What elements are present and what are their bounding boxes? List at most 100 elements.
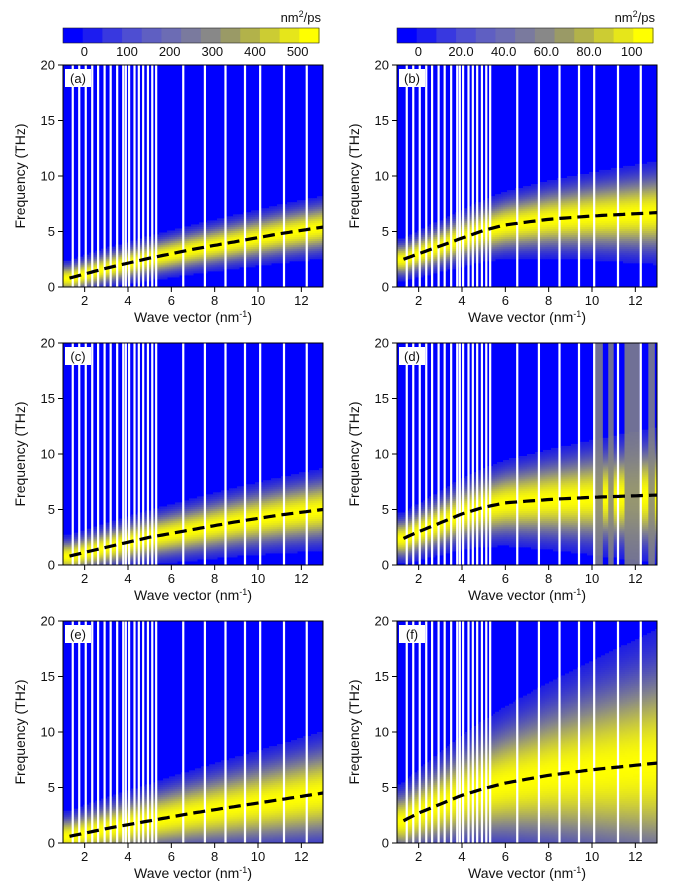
heatmap-cell [303, 252, 306, 256]
heatmap-cell [219, 246, 222, 250]
heatmap-cell [219, 226, 222, 229]
heatmap-cell [111, 258, 114, 262]
heatmap-cell [453, 252, 456, 256]
heatmap-cell [509, 254, 512, 258]
heatmap-cell [415, 262, 418, 266]
heatmap-cell [271, 244, 274, 248]
heatmap-cell [249, 220, 252, 223]
colorbar-segment [220, 28, 241, 43]
heatmap-cell [217, 230, 220, 234]
heatmap-cell [313, 248, 316, 252]
heatmap-cell [493, 254, 496, 258]
heatmap-cell [493, 218, 496, 221]
heatmap-cell [291, 232, 294, 236]
heatmap-cell [163, 274, 166, 278]
heatmap-cell [207, 236, 210, 240]
heatmap-cell [231, 246, 234, 250]
heatmap-cell [269, 256, 272, 260]
heatmap-cell [511, 254, 514, 258]
heatmap-cell [441, 248, 444, 252]
heatmap-cell [499, 206, 502, 209]
heatmap-cell [261, 216, 264, 219]
heatmap-cell [285, 212, 288, 215]
heatmap-cell [293, 246, 296, 250]
heatmap-cell [435, 262, 438, 266]
heatmap-cell [145, 262, 148, 266]
heatmap-cell [463, 208, 466, 211]
heatmap-cell [275, 254, 278, 258]
heatmap-cell [153, 244, 156, 248]
heatmap-cell [99, 256, 102, 260]
heatmap-cell [207, 254, 210, 258]
colorbar-segment [200, 28, 222, 43]
heatmap-cell [269, 250, 272, 254]
heatmap-cell [99, 280, 102, 284]
heatmap-cell [445, 224, 448, 227]
heatmap-cell [175, 262, 178, 266]
heatmap-cell [447, 264, 450, 268]
heatmap-cell [417, 270, 420, 274]
heatmap-cell [519, 206, 522, 209]
heatmap-cell [209, 250, 212, 254]
heatmap-cell [199, 266, 202, 270]
heatmap-cell [175, 254, 178, 258]
heatmap-cell [201, 252, 204, 256]
heatmap-cell [189, 240, 192, 244]
heatmap-cell [215, 240, 218, 244]
heatmap-cell [303, 244, 306, 248]
heatmap-cell [281, 260, 284, 264]
heatmap-cell [503, 240, 506, 244]
heatmap-cell [399, 246, 402, 250]
heatmap-cell [261, 254, 264, 258]
heatmap [63, 65, 323, 287]
heatmap-cell [441, 250, 444, 254]
heatmap-cell [265, 252, 268, 256]
heatmap-cell [187, 270, 190, 274]
heatmap-cell [397, 266, 400, 270]
heatmap-cell [421, 240, 424, 244]
heatmap-cell [257, 256, 260, 260]
heatmap-cell [223, 230, 226, 234]
heatmap-cell [513, 206, 516, 209]
heatmap-cell [167, 260, 170, 264]
heatmap-cell [433, 232, 436, 236]
heatmap-cell [241, 256, 244, 260]
heatmap-cell [207, 240, 210, 244]
heatmap-cell [253, 240, 256, 244]
heatmap-cell [253, 258, 256, 262]
heatmap-cell [293, 226, 296, 229]
heatmap-cell [321, 238, 323, 242]
heatmap-cell [319, 196, 322, 199]
heatmap-cell [247, 218, 250, 221]
heatmap-cell [251, 262, 254, 266]
heatmap-cell [263, 258, 266, 262]
heatmap-cell [491, 242, 494, 246]
heatmap-cell [453, 218, 456, 221]
heatmap-cell [317, 232, 320, 236]
heatmap-cell [249, 258, 252, 262]
heatmap-cell [275, 222, 278, 225]
heatmap-cell [441, 222, 444, 225]
heatmap-cell [397, 278, 400, 282]
heatmap-cell [277, 254, 280, 258]
heatmap-cell [129, 274, 132, 278]
heatmap-cell [293, 210, 296, 213]
heatmap-cell [513, 244, 516, 248]
heatmap-cell [89, 262, 92, 266]
heatmap-cell [439, 260, 442, 264]
heatmap-cell [179, 256, 182, 260]
heatmap-cell [303, 254, 306, 258]
heatmap-cell [491, 244, 494, 248]
heatmap-cell [107, 264, 110, 268]
heatmap-cell [229, 256, 232, 260]
heatmap-cell [201, 260, 204, 264]
heatmap-cell [215, 238, 218, 242]
heatmap-cell [159, 240, 162, 244]
heatmap-cell [523, 194, 526, 197]
heatmap-cell [433, 256, 436, 260]
heatmap-cell [175, 246, 178, 250]
heatmap-cell [315, 198, 318, 201]
heatmap-cell [513, 246, 516, 250]
heatmap-cell [523, 190, 526, 193]
heatmap-cell [87, 274, 90, 278]
